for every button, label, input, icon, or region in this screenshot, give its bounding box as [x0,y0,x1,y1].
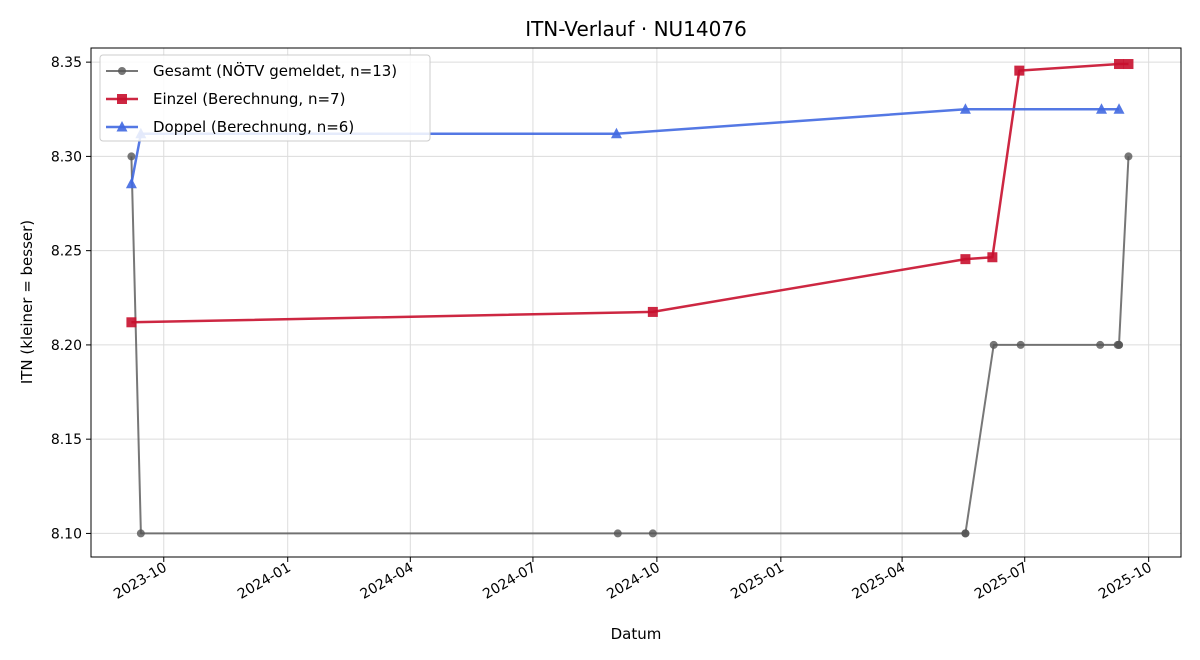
y-tick-label: 8.20 [51,338,82,354]
data-point-einzel [647,306,658,317]
y-tick-label: 8.10 [51,526,82,542]
legend-marker-gesamt [118,67,126,75]
data-point-gesamt [1096,340,1105,349]
x-axis-label: Datum [611,625,662,643]
x-tick-label: 2025-04 [849,560,908,603]
data-point-einzel [1123,59,1134,70]
data-point-einzel [960,254,971,265]
data-point-doppel [959,103,971,114]
data-point-gesamt [1115,340,1124,349]
data-point-gesamt [1124,152,1133,161]
grid-layer [91,48,1181,557]
data-point-gesamt [127,152,136,161]
x-tick-label: 2024-10 [604,560,663,603]
x-tick-label: 2025-10 [1096,560,1155,603]
y-tick-label: 8.35 [51,55,82,71]
y-axis-label: ITN (kleiner = besser) [18,220,36,384]
plot-frame [90,47,1182,558]
x-tick-label: 2025-01 [728,560,787,603]
series-gesamt [127,152,1133,538]
legend-label-einzel: Einzel (Berechnung, n=7) [153,90,345,108]
legend-marker-einzel [117,94,127,104]
data-point-gesamt [136,529,145,538]
series-doppel [125,103,1125,189]
legend-box [99,54,431,142]
x-tick-label: 2024-07 [480,560,539,603]
data-point-doppel [1113,103,1125,114]
y-tick-label: 8.30 [51,149,82,165]
data-point-doppel [610,127,622,139]
data-point-gesamt [989,340,998,349]
series-einzel [126,59,1134,328]
data-point-einzel [1114,59,1125,70]
chart-title: ITN-Verlauf · NU14076 [525,17,747,41]
data-point-gesamt [1016,340,1025,349]
data-point-einzel [126,317,137,328]
data-point-doppel [125,177,137,189]
x-tick-label: 2024-01 [235,560,294,603]
y-tick-label: 8.15 [51,432,82,448]
legend: Gesamt (NÖTV gemeldet, n=13) Einzel (Bere… [99,54,431,142]
legend-label-gesamt: Gesamt (NÖTV gemeldet, n=13) [153,61,397,80]
data-point-gesamt [648,529,657,538]
data-point-einzel [987,252,998,263]
legend-label-doppel: Doppel (Berechnung, n=6) [153,118,354,136]
series-layer [125,59,1134,538]
x-tick-label: 2025-07 [972,560,1031,603]
legend-marker-doppel [116,121,128,132]
data-point-gesamt [613,529,622,538]
x-tick-label: 2023-10 [111,560,170,603]
x-tick-label: 2024-04 [358,560,417,603]
data-point-gesamt [961,529,970,538]
y-tick-label: 8.25 [51,244,82,260]
data-point-doppel [1096,103,1108,114]
data-point-einzel [1014,65,1025,76]
